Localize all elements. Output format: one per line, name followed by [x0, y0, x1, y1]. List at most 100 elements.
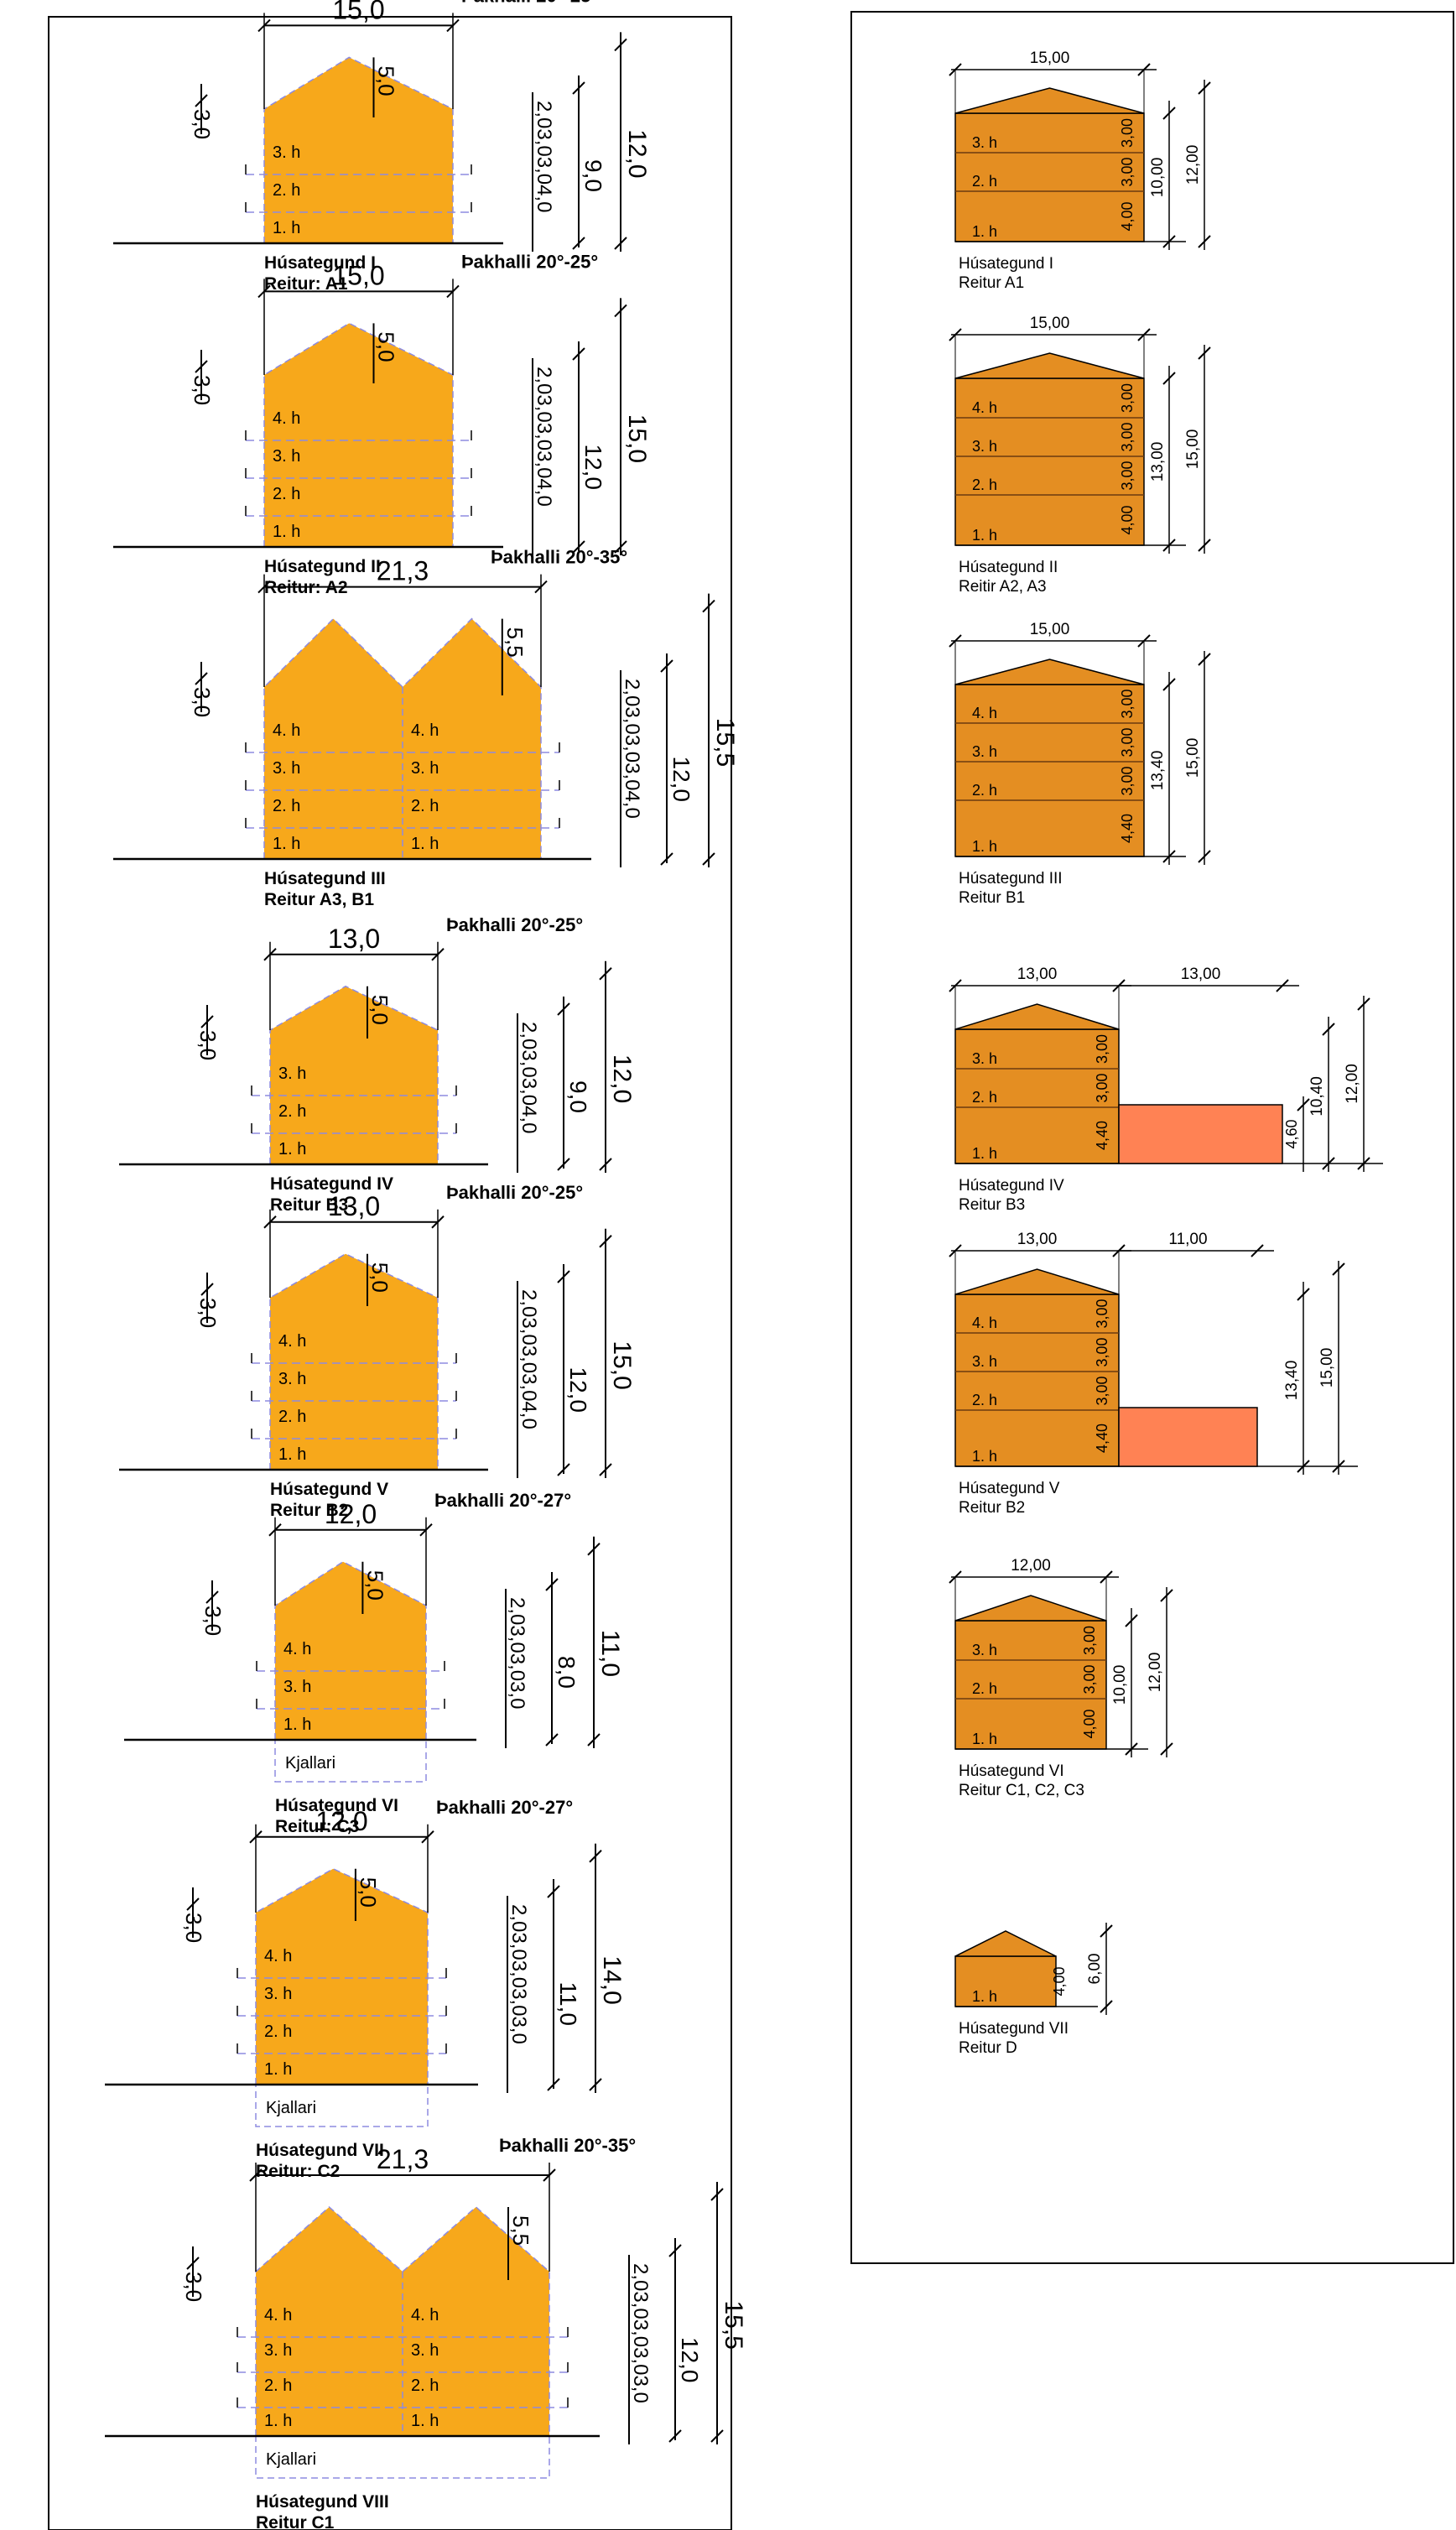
- basement-outline: [274, 1739, 427, 1783]
- dim-tick: [1198, 653, 1211, 666]
- floor-label: 3. h: [273, 759, 300, 778]
- dim-tick: [195, 672, 208, 685]
- dim-tick: [614, 237, 627, 250]
- dim-tick: [431, 1216, 445, 1229]
- floor-label: 3. h: [278, 1370, 306, 1388]
- building-body: [954, 1620, 1107, 1750]
- dim-tick: [200, 1283, 214, 1296]
- basement-label: Kjallari: [266, 2450, 316, 2469]
- mid-value: 12,0: [580, 445, 606, 491]
- floor-label: 1. h: [264, 2060, 292, 2079]
- type-title: Húsategund VIII: [256, 2492, 389, 2512]
- floor-label: 3. h: [972, 743, 997, 760]
- annex-width-value: 13,00: [1181, 966, 1221, 983]
- total-value: 15,5: [711, 718, 739, 767]
- floor-label: 1. h: [972, 838, 997, 855]
- right-section-6: 3. h 3,00 2. h 3,00 1. h 4,00 12,00 10,00 12,00 H…: [949, 1557, 1173, 1799]
- dim-tick: [557, 1158, 570, 1171]
- floor-dim-value: 3,00: [1119, 118, 1136, 148]
- ridge-value: 5,5: [508, 2215, 533, 2246]
- dim-tick: [599, 1463, 612, 1476]
- floor-label: 4. h: [411, 721, 439, 740]
- dim-tick: [599, 967, 612, 981]
- total-value: 15,00: [1184, 429, 1202, 470]
- roof-pitch: Þakhalli 20°-35°: [491, 547, 627, 568]
- floor-dim-value: 3,00: [1094, 1034, 1110, 1064]
- annex-body: [1118, 1407, 1258, 1467]
- dim-tick: [599, 1235, 612, 1248]
- mid-value: 8,0: [554, 1656, 580, 1689]
- left-section-1: 3. h 2. h 1. h 15,0 Þakhalli 20°-25° 3,0 5,0 2,…: [113, 0, 651, 294]
- dim-tick: [1297, 1288, 1310, 1301]
- dim-tick: [710, 2188, 724, 2201]
- floor-label: 1. h: [278, 1140, 306, 1158]
- dim-tick: [1162, 678, 1176, 691]
- left-section-2: 4. h 3. h 2. h 1. h 15,0 Þakhalli 20°-25° 3,0 5…: [113, 251, 651, 597]
- floor-label: 1. h: [411, 2412, 439, 2430]
- dim-tick: [249, 2168, 263, 2182]
- type-subtitle: Reitir A2, A3: [959, 578, 1047, 596]
- floor-label: 4. h: [264, 1947, 292, 1965]
- type-subtitle: Reitur C1: [256, 2513, 335, 2530]
- floor-dim-value: 3,00: [1081, 1664, 1098, 1694]
- dim-tick: [1162, 372, 1176, 385]
- dim-tick: [195, 94, 208, 107]
- dim-tick: [257, 18, 271, 33]
- dim-tick: [1357, 997, 1370, 1011]
- right-section-1: 3. h 3,00 2. h 3,00 1. h 4,00 15,00 10,00 12,00 H…: [949, 49, 1211, 292]
- dim-tick: [419, 1523, 433, 1537]
- dim-tick: [1160, 1589, 1173, 1602]
- right-section-2: 4. h 3,00 3. h 3,00 2. h 3,00 1. h 4,00 15,00 13,…: [949, 315, 1211, 596]
- total-value: 12,0: [608, 1054, 636, 1103]
- mid-value: 9,0: [580, 159, 606, 192]
- floor-dim-value: 3,00: [1094, 1337, 1110, 1367]
- floor-label: 3. h: [278, 1065, 306, 1083]
- total-value: 12,00: [1344, 1064, 1361, 1104]
- width-value: 21,3: [377, 2144, 429, 2174]
- annex-width-value: 11,00: [1168, 1231, 1207, 1248]
- floor-dim-value: 3,00: [1119, 383, 1136, 413]
- height-value: 10,40: [1308, 1076, 1326, 1117]
- width-value: 12,00: [1011, 1557, 1051, 1575]
- eave-value: 3,0: [190, 375, 215, 405]
- floor-label: 2. h: [972, 1089, 997, 1106]
- floor-dim-value: 3,00: [1119, 157, 1136, 186]
- dim-tick: [543, 2168, 556, 2182]
- building-body: [954, 1028, 1120, 1164]
- dim-tick: [1251, 1244, 1264, 1257]
- type-subtitle: Reitur: A1: [264, 274, 348, 294]
- floor-dim-value: 4,00: [1081, 1709, 1098, 1738]
- floor-label: 1. h: [411, 835, 439, 853]
- type-title: Húsategund III: [264, 869, 386, 888]
- dim-tick: [589, 2078, 602, 2091]
- dim-tick: [1162, 107, 1176, 120]
- dim-tick: [249, 1830, 263, 1844]
- total-value: 12,00: [1184, 145, 1202, 185]
- dim-tick: [1332, 1460, 1345, 1473]
- floor-label: 3. h: [264, 2341, 292, 2360]
- dim-tick: [446, 284, 460, 299]
- type-subtitle: Reitur A1: [959, 274, 1024, 292]
- floor-dim-value: 4,40: [1094, 1424, 1110, 1453]
- dim-tick: [1160, 1742, 1173, 1756]
- building-body: [954, 684, 1145, 857]
- floor-dim-value: 3,00: [1094, 1073, 1110, 1102]
- floor-label: 4. h: [278, 1332, 306, 1351]
- total-value: 12,0: [623, 129, 651, 178]
- floor-label: 2. h: [972, 476, 997, 493]
- width-value: 15,00: [1030, 49, 1070, 67]
- floor-label: 4. h: [972, 399, 997, 416]
- dim-tick: [1162, 850, 1176, 863]
- annex-height-value: 4,60: [1283, 1119, 1300, 1148]
- floor-label: 3. h: [972, 134, 997, 151]
- floor-label: 1. h: [972, 223, 997, 240]
- dim-tick: [572, 237, 585, 250]
- ridge-value: 5,0: [356, 1877, 381, 1908]
- mid-value: 12,0: [668, 757, 694, 803]
- floor-label: 2. h: [411, 797, 439, 815]
- type-title: Húsategund II: [264, 557, 381, 576]
- floor-label: 4. h: [273, 409, 300, 428]
- dim-tick: [1297, 1460, 1310, 1473]
- basement-label: Kjallari: [266, 2099, 316, 2117]
- floor-label: 3. h: [972, 1353, 997, 1370]
